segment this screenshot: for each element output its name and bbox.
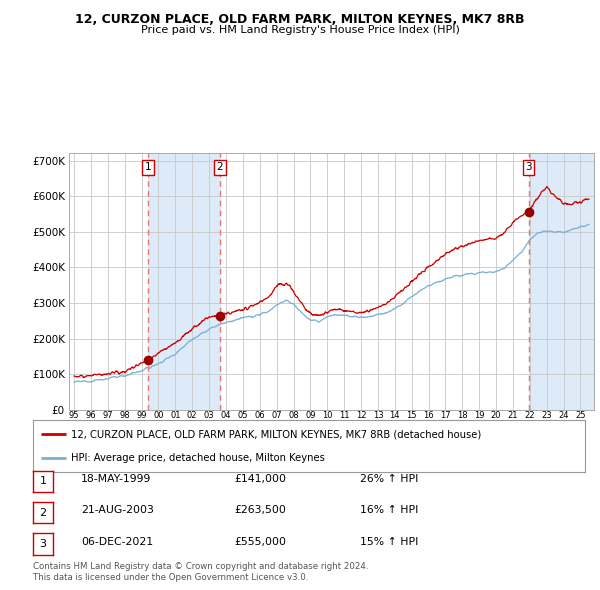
Text: 12, CURZON PLACE, OLD FARM PARK, MILTON KEYNES, MK7 8RB (detached house): 12, CURZON PLACE, OLD FARM PARK, MILTON … (71, 429, 481, 439)
Bar (529, 153, 594, 410)
Text: 06-DEC-2021: 06-DEC-2021 (81, 537, 153, 546)
Text: 3: 3 (40, 539, 46, 549)
Text: 2: 2 (40, 508, 46, 517)
Text: Price paid vs. HM Land Registry's House Price Index (HPI): Price paid vs. HM Land Registry's House … (140, 25, 460, 35)
Text: 12, CURZON PLACE, OLD FARM PARK, MILTON KEYNES, MK7 8RB: 12, CURZON PLACE, OLD FARM PARK, MILTON … (75, 13, 525, 26)
Text: 2: 2 (217, 162, 223, 172)
Text: Contains HM Land Registry data © Crown copyright and database right 2024.: Contains HM Land Registry data © Crown c… (33, 562, 368, 571)
Text: HPI: Average price, detached house, Milton Keynes: HPI: Average price, detached house, Milt… (71, 453, 325, 463)
Text: 1: 1 (40, 477, 46, 486)
Text: £141,000: £141,000 (234, 474, 286, 484)
Text: £263,500: £263,500 (234, 506, 286, 515)
Text: 18-MAY-1999: 18-MAY-1999 (81, 474, 151, 484)
Text: This data is licensed under the Open Government Licence v3.0.: This data is licensed under the Open Gov… (33, 572, 308, 582)
Text: £555,000: £555,000 (234, 537, 286, 546)
Bar (148, 153, 220, 410)
Text: 15% ↑ HPI: 15% ↑ HPI (360, 537, 418, 546)
Text: 1: 1 (145, 162, 151, 172)
Text: 21-AUG-2003: 21-AUG-2003 (81, 506, 154, 515)
Text: 3: 3 (525, 162, 532, 172)
Text: 26% ↑ HPI: 26% ↑ HPI (360, 474, 418, 484)
Text: 16% ↑ HPI: 16% ↑ HPI (360, 506, 418, 515)
